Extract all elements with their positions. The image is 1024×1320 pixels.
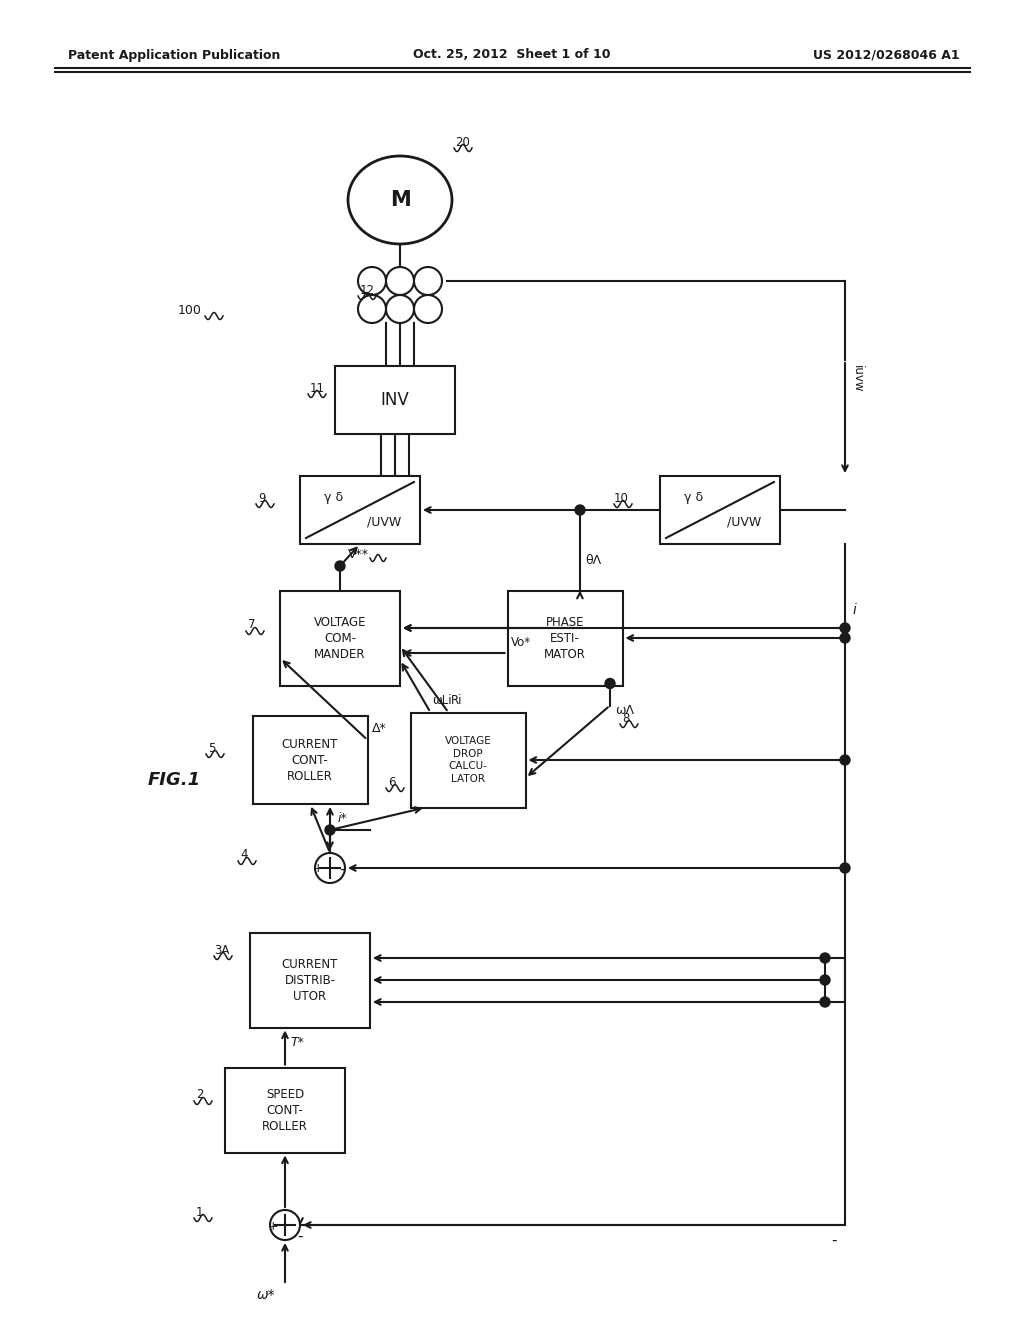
Text: 6: 6 bbox=[388, 776, 395, 788]
FancyBboxPatch shape bbox=[250, 932, 370, 1027]
Circle shape bbox=[414, 294, 442, 323]
Text: 4: 4 bbox=[240, 849, 248, 862]
Text: US 2012/0268046 A1: US 2012/0268046 A1 bbox=[813, 49, 961, 62]
Text: γ δ: γ δ bbox=[684, 491, 703, 504]
Circle shape bbox=[575, 506, 585, 515]
FancyBboxPatch shape bbox=[660, 477, 780, 544]
Text: 1: 1 bbox=[196, 1205, 204, 1218]
Text: Oct. 25, 2012  Sheet 1 of 10: Oct. 25, 2012 Sheet 1 of 10 bbox=[414, 49, 610, 62]
Text: 100: 100 bbox=[178, 304, 202, 317]
Text: θΛ: θΛ bbox=[585, 553, 601, 566]
Text: Vo*: Vo* bbox=[511, 636, 530, 649]
Circle shape bbox=[840, 863, 850, 873]
Ellipse shape bbox=[348, 156, 452, 244]
Text: i: i bbox=[853, 603, 857, 616]
Circle shape bbox=[840, 634, 850, 643]
FancyBboxPatch shape bbox=[335, 366, 455, 434]
Text: M: M bbox=[389, 190, 411, 210]
Text: VOLTAGE
COM-
MANDER: VOLTAGE COM- MANDER bbox=[313, 615, 367, 660]
Circle shape bbox=[358, 267, 386, 294]
FancyBboxPatch shape bbox=[225, 1068, 345, 1152]
Text: 10: 10 bbox=[614, 491, 629, 504]
Text: /UVW: /UVW bbox=[727, 516, 761, 529]
Text: FIG.1: FIG.1 bbox=[148, 771, 201, 789]
Circle shape bbox=[325, 825, 335, 836]
Circle shape bbox=[386, 294, 414, 323]
Text: i*: i* bbox=[338, 812, 348, 825]
Text: ωΛ: ωΛ bbox=[615, 704, 634, 717]
Text: -: - bbox=[339, 862, 345, 876]
Text: +: + bbox=[267, 1220, 279, 1233]
Text: Δ*: Δ* bbox=[372, 722, 386, 734]
Text: -: - bbox=[831, 1233, 837, 1247]
Text: PHASE
ESTI-
MATOR: PHASE ESTI- MATOR bbox=[544, 615, 586, 660]
Text: iuvw: iuvw bbox=[851, 366, 864, 392]
Text: /UVW: /UVW bbox=[367, 516, 401, 529]
Circle shape bbox=[335, 561, 345, 572]
Text: 7: 7 bbox=[248, 619, 256, 631]
Text: γ δ: γ δ bbox=[324, 491, 343, 504]
Text: INV: INV bbox=[381, 391, 410, 409]
Text: CURRENT
CONT-
ROLLER: CURRENT CONT- ROLLER bbox=[282, 738, 338, 783]
Text: +: + bbox=[312, 862, 324, 875]
Text: V**: V** bbox=[348, 548, 369, 561]
Text: VOLTAGE
DROP
CALCU-
LATOR: VOLTAGE DROP CALCU- LATOR bbox=[444, 737, 492, 784]
Circle shape bbox=[840, 755, 850, 766]
Circle shape bbox=[605, 678, 615, 689]
Text: 8: 8 bbox=[622, 711, 630, 725]
Text: Ri: Ri bbox=[451, 694, 462, 708]
Text: 2: 2 bbox=[196, 1089, 204, 1101]
Text: SPEED
CONT-
ROLLER: SPEED CONT- ROLLER bbox=[262, 1088, 308, 1133]
Text: T*: T* bbox=[290, 1036, 304, 1049]
Circle shape bbox=[315, 853, 345, 883]
Circle shape bbox=[820, 997, 830, 1007]
FancyBboxPatch shape bbox=[280, 590, 400, 685]
Circle shape bbox=[840, 623, 850, 634]
Circle shape bbox=[386, 267, 414, 294]
Text: 20: 20 bbox=[455, 136, 470, 149]
Text: CURRENT
DISTRIB-
UTOR: CURRENT DISTRIB- UTOR bbox=[282, 957, 338, 1002]
Text: ωLi: ωLi bbox=[432, 694, 453, 708]
FancyBboxPatch shape bbox=[300, 477, 420, 544]
Circle shape bbox=[358, 294, 386, 323]
Circle shape bbox=[270, 1210, 300, 1239]
FancyBboxPatch shape bbox=[253, 715, 368, 804]
Text: -: - bbox=[297, 1229, 303, 1243]
Circle shape bbox=[820, 953, 830, 964]
FancyBboxPatch shape bbox=[411, 713, 525, 808]
Text: Patent Application Publication: Patent Application Publication bbox=[68, 49, 281, 62]
Circle shape bbox=[414, 267, 442, 294]
Text: 12: 12 bbox=[360, 284, 375, 297]
Text: ω*: ω* bbox=[257, 1288, 275, 1302]
Text: 11: 11 bbox=[310, 381, 325, 395]
Circle shape bbox=[820, 975, 830, 985]
Text: 3A: 3A bbox=[214, 944, 229, 957]
Text: 5: 5 bbox=[208, 742, 215, 755]
FancyBboxPatch shape bbox=[508, 590, 623, 685]
Text: 9: 9 bbox=[258, 491, 265, 504]
